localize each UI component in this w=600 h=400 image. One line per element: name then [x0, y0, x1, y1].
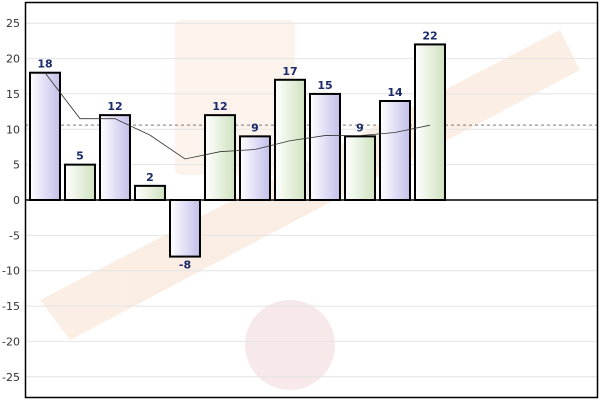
bar	[169, 199, 201, 258]
bar	[99, 114, 131, 201]
bar	[204, 114, 236, 201]
data-labels: 18 5 12 2 -8 12 9 17 15 9 14 22	[37, 29, 437, 271]
y-tick-label: -25	[2, 371, 20, 384]
y-tick-label: -20	[2, 335, 20, 348]
y-tick-label: -15	[2, 300, 20, 313]
trend-line	[44, 72, 431, 160]
y-tick-label: 15	[6, 88, 20, 101]
bar	[379, 100, 411, 201]
bar	[309, 92, 341, 201]
y-axis: 25 20 15 10 5 0 -5 -10 -15 -20 -25	[2, 17, 20, 384]
bar	[134, 184, 166, 202]
data-label: 12	[107, 100, 122, 113]
data-label: 9	[356, 121, 364, 134]
bar	[414, 43, 446, 201]
y-tick-label: 25	[6, 17, 20, 30]
y-tick-label: 5	[13, 159, 20, 172]
bar	[344, 135, 376, 202]
bar	[29, 71, 61, 201]
watermark-ball	[245, 300, 335, 390]
data-label: 17	[282, 65, 297, 78]
moving-average-line	[44, 72, 431, 160]
data-label: 5	[76, 150, 84, 163]
data-label: -8	[179, 259, 191, 272]
y-tick-label: 10	[6, 123, 20, 136]
data-label: 22	[422, 29, 437, 42]
data-label: 9	[251, 121, 259, 134]
data-label: 18	[37, 58, 52, 71]
plot-frame	[24, 1, 599, 399]
bar-series	[29, 43, 446, 258]
y-tick-label: -10	[2, 265, 20, 278]
y-tick-label: -5	[9, 229, 20, 242]
data-label: 15	[317, 79, 332, 92]
y-tick-label: 20	[6, 53, 20, 66]
bar	[64, 163, 96, 201]
bar	[274, 78, 306, 201]
watermark	[40, 20, 580, 390]
data-label: 12	[212, 100, 227, 113]
data-label: 2	[146, 171, 154, 184]
gridlines	[25, 22, 598, 378]
y-tick-label: 0	[13, 194, 20, 207]
data-label: 14	[387, 86, 403, 99]
bar	[239, 135, 271, 202]
